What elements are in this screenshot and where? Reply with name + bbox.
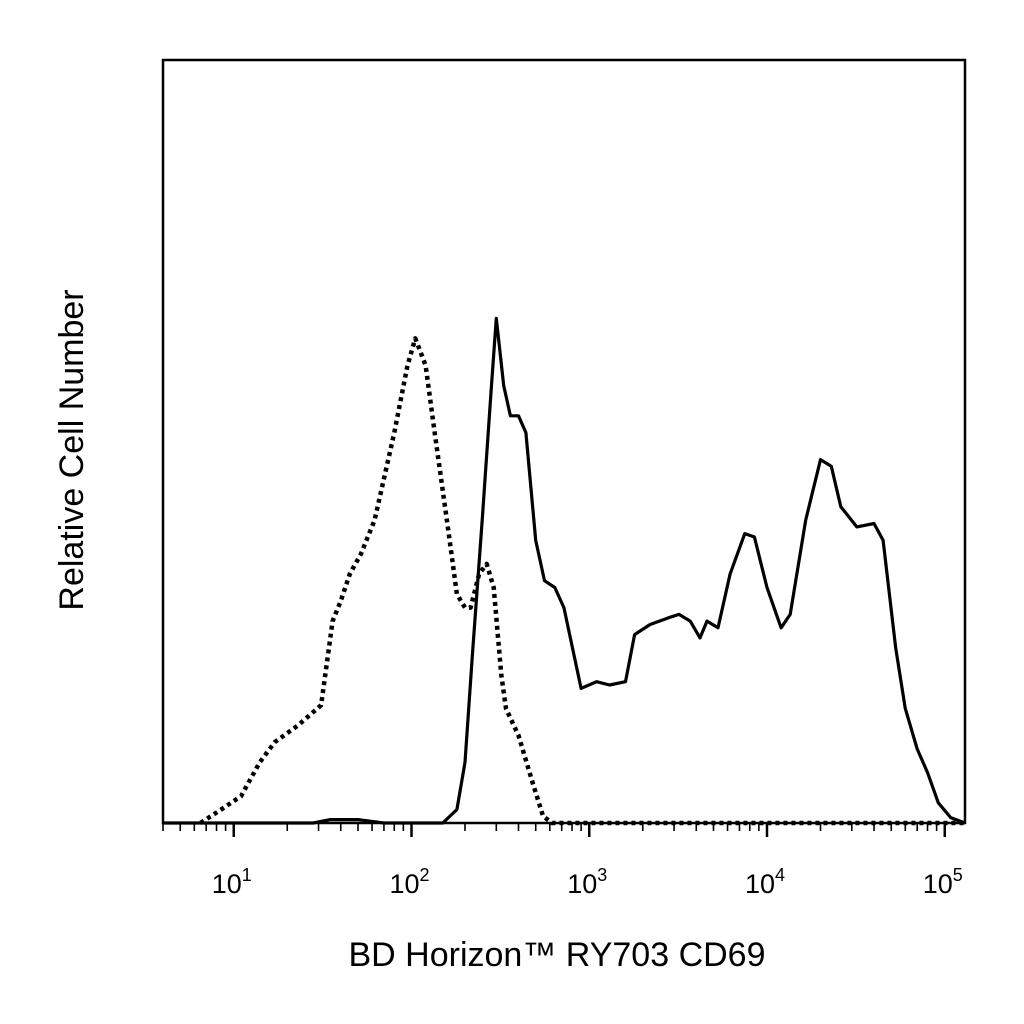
solid-histogram-line bbox=[163, 316, 966, 825]
series-layer bbox=[163, 316, 966, 826]
x-tick-label: 102 bbox=[389, 865, 429, 899]
x-tick-label: 103 bbox=[567, 865, 607, 899]
x-tick-label: 105 bbox=[923, 865, 963, 899]
dotted-histogram-line bbox=[199, 336, 965, 826]
plot-frame bbox=[161, 58, 967, 825]
x-tick-label: 104 bbox=[745, 865, 785, 899]
x-axis-tick-labels: 101 102 103 104 105 bbox=[212, 865, 963, 899]
x-tick-label: 101 bbox=[212, 865, 252, 899]
y-axis-label: Relative Cell Number bbox=[53, 289, 91, 610]
x-axis-label: BD Horizon™ RY703 CD69 bbox=[349, 936, 766, 974]
